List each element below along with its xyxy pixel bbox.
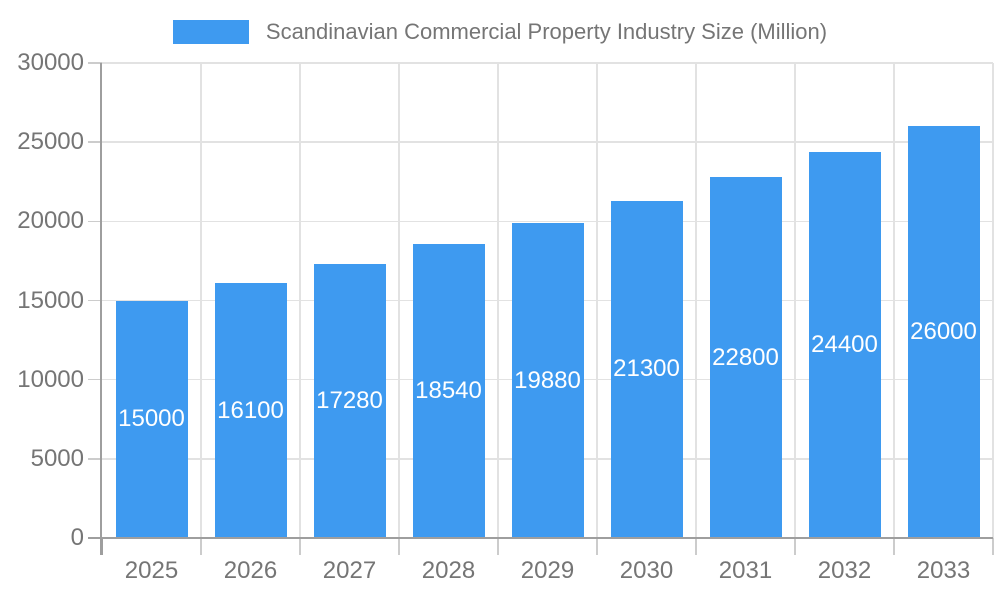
bar: 16100 — [214, 283, 287, 538]
legend-swatch — [172, 20, 249, 44]
y-axis-tick-label: 30000 — [17, 49, 84, 76]
bar-value-label: 18540 — [415, 377, 482, 405]
gridline-vertical — [398, 63, 400, 538]
y-axis-tick — [88, 62, 102, 64]
y-axis-line — [100, 63, 102, 555]
bar-value-label: 21300 — [613, 355, 680, 383]
bar-value-label: 24400 — [811, 330, 878, 358]
y-axis-tick — [88, 141, 102, 143]
bar-value-label: 17280 — [316, 387, 383, 415]
bar-value-label: 16100 — [217, 396, 284, 424]
bar: 17280 — [313, 264, 386, 538]
legend-label: Scandinavian Commercial Property Industr… — [265, 19, 828, 44]
gridline-vertical — [299, 63, 301, 538]
bar: 22800 — [709, 177, 782, 538]
y-axis-tick-label: 15000 — [17, 286, 84, 314]
y-axis-tick-label: 5000 — [30, 444, 84, 472]
bar: 21300 — [610, 200, 683, 538]
x-axis-tick — [200, 538, 202, 555]
gridline-horizontal — [102, 141, 993, 143]
y-axis-tick-label: 25000 — [17, 128, 84, 156]
gridline-horizontal — [102, 220, 993, 223]
gridline-vertical — [200, 63, 202, 538]
bar: 15000 — [115, 300, 188, 538]
bar: 19880 — [511, 223, 584, 538]
gridline-vertical — [992, 63, 994, 538]
x-axis-tick — [794, 538, 796, 555]
y-axis-tick-label: 0 — [70, 524, 84, 551]
gridline-vertical — [794, 63, 796, 538]
x-axis-tick — [893, 538, 895, 555]
gridline-vertical — [497, 63, 499, 538]
bar: 18540 — [412, 244, 485, 538]
x-axis-tick-label: 2029 — [520, 557, 575, 584]
x-axis-tick-label: 2026 — [223, 557, 278, 584]
y-axis-tick-label: 20000 — [17, 207, 84, 235]
x-axis-tick — [299, 538, 301, 555]
y-axis-tick — [88, 378, 102, 381]
bar-value-label: 22800 — [712, 343, 779, 371]
gridline-vertical — [695, 63, 697, 538]
x-axis-tick — [497, 538, 499, 555]
plot-area: 15000 16100 17280 18540 19880 21300 22800 24400… — [88, 62, 994, 555]
gridline-vertical — [596, 63, 598, 538]
x-axis-tick-label: 2032 — [817, 557, 872, 584]
x-axis-labels: 2025 2026 2027 2028 2029 2030 2031 2032 2033 — [102, 556, 993, 586]
bar-value-label: 26000 — [910, 318, 977, 346]
bar: 24400 — [808, 151, 881, 538]
x-axis-tick — [398, 538, 400, 555]
y-axis-tick — [88, 299, 102, 302]
y-axis-tick — [88, 458, 102, 460]
x-axis-tick-label: 2025 — [124, 557, 179, 584]
bar: 26000 — [907, 126, 980, 538]
gridline-vertical — [893, 63, 895, 538]
x-axis-tick — [101, 538, 103, 555]
gridline-horizontal — [102, 62, 993, 64]
legend: Scandinavian Commercial Property Industr… — [0, 19, 1000, 44]
x-axis-tick — [596, 538, 598, 555]
bar-value-label: 15000 — [118, 405, 185, 433]
bar-value-label: 19880 — [514, 366, 581, 394]
x-axis-line — [88, 536, 993, 539]
y-axis-labels: 0 5000 10000 15000 20000 25000 30000 — [0, 51, 88, 550]
x-axis-tick-label: 2030 — [619, 557, 674, 584]
x-axis-tick-label: 2033 — [916, 557, 971, 584]
x-axis-tick — [695, 538, 697, 555]
y-axis-tick — [88, 220, 102, 223]
y-axis-tick-label: 10000 — [17, 365, 84, 393]
x-axis-tick — [992, 538, 994, 555]
x-axis-tick-label: 2027 — [322, 557, 377, 584]
x-axis-tick-label: 2028 — [421, 557, 476, 584]
x-axis-tick-label: 2031 — [718, 557, 773, 584]
